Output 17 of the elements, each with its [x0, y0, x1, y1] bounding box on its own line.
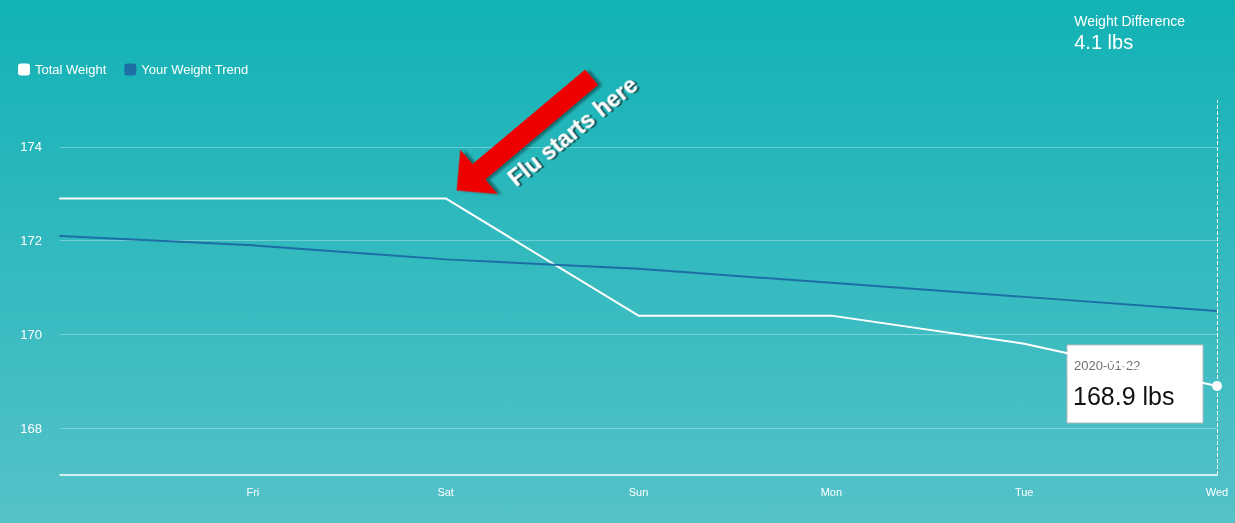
- annotation: 2020-01-22: [1074, 358, 1141, 374]
- annotation: 168.9 lbs: [1073, 381, 1175, 410]
- x-tick-label: Tue: [1014, 485, 1034, 498]
- y-tick-label: 172: [20, 233, 42, 249]
- chart-title: Weight Difference: [1074, 13, 1186, 29]
- y-tick-label: 168: [20, 420, 42, 436]
- legend-label: Your Weight Trend: [141, 62, 249, 77]
- line-series: [59, 234, 1218, 312]
- legend-label: Total Weight: [35, 62, 107, 77]
- y-tick-label: 174: [20, 139, 42, 155]
- chart-subtitle: 4.1 lbs: [1074, 31, 1134, 53]
- x-tick-label: Mon: [820, 485, 843, 498]
- x-tick-label: Wed: [1205, 485, 1229, 498]
- x-tick-label: Sun: [628, 485, 649, 498]
- x-tick-label: Sat: [437, 485, 454, 498]
- y-tick-label: 170: [20, 326, 42, 342]
- x-tick-label: Fri: [246, 485, 260, 498]
